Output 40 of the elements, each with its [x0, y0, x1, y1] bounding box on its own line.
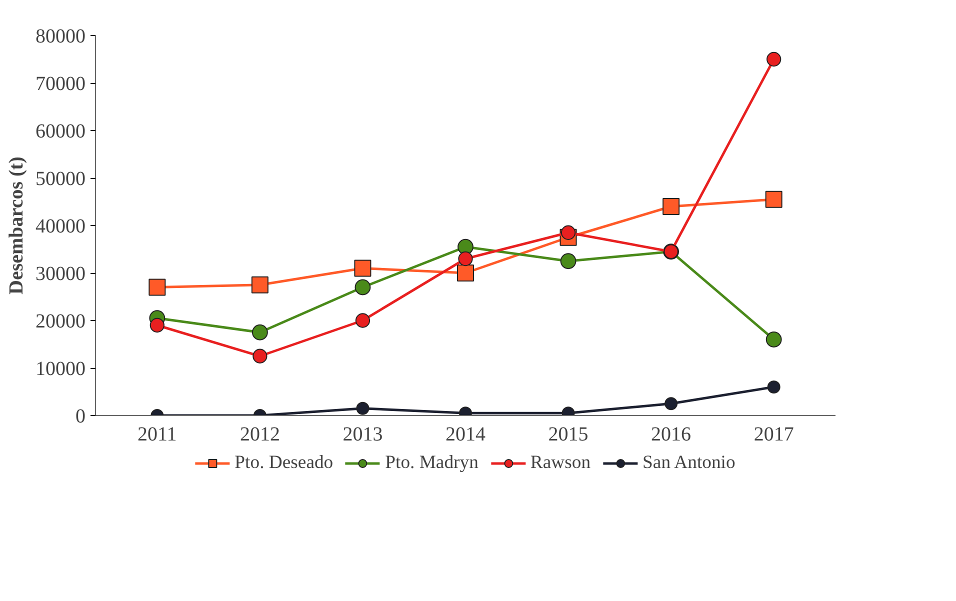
y-tick-label: 60000 [36, 120, 86, 142]
legend-label: Rawson [530, 452, 591, 474]
x-tick-label: 2013 [342, 424, 383, 446]
y-tick-label: 80000 [36, 26, 86, 48]
x-tick-label: 2017 [754, 424, 794, 446]
point [150, 318, 164, 333]
point [356, 402, 370, 415]
legend-label: San Antonio [642, 452, 736, 474]
y-tick-label: 40000 [36, 216, 86, 238]
point [252, 324, 268, 340]
y-tick-label: 0 [76, 406, 86, 428]
point [457, 264, 474, 282]
point [458, 251, 473, 266]
point [560, 253, 576, 270]
point [560, 225, 576, 240]
point [251, 276, 268, 294]
point [354, 279, 371, 296]
point [354, 260, 372, 277]
legend-label: Pto. Deseado [234, 452, 334, 474]
x-tick-label: 2011 [138, 424, 177, 446]
y-tick-label: 30000 [36, 263, 86, 285]
y-axis-title: Desembarcos (t) [6, 156, 28, 294]
y-tick-label: 50000 [36, 168, 86, 190]
x-tick-label: 2012 [240, 424, 280, 446]
point [664, 397, 678, 410]
point [765, 190, 782, 208]
y-tick-label: 20000 [36, 310, 86, 332]
point [767, 380, 780, 394]
point [766, 332, 782, 348]
point [355, 313, 370, 328]
y-tick-label: 70000 [36, 73, 86, 95]
x-tick-label: 2016 [651, 424, 692, 446]
x-tick-label: 2015 [548, 424, 588, 446]
point [148, 278, 166, 296]
point [252, 348, 268, 364]
x-tick-label: 2014 [446, 424, 486, 446]
point [766, 52, 782, 67]
y-tick-label: 10000 [36, 358, 86, 380]
point [662, 198, 680, 215]
legend-label: Pto. Madryn [385, 452, 478, 474]
